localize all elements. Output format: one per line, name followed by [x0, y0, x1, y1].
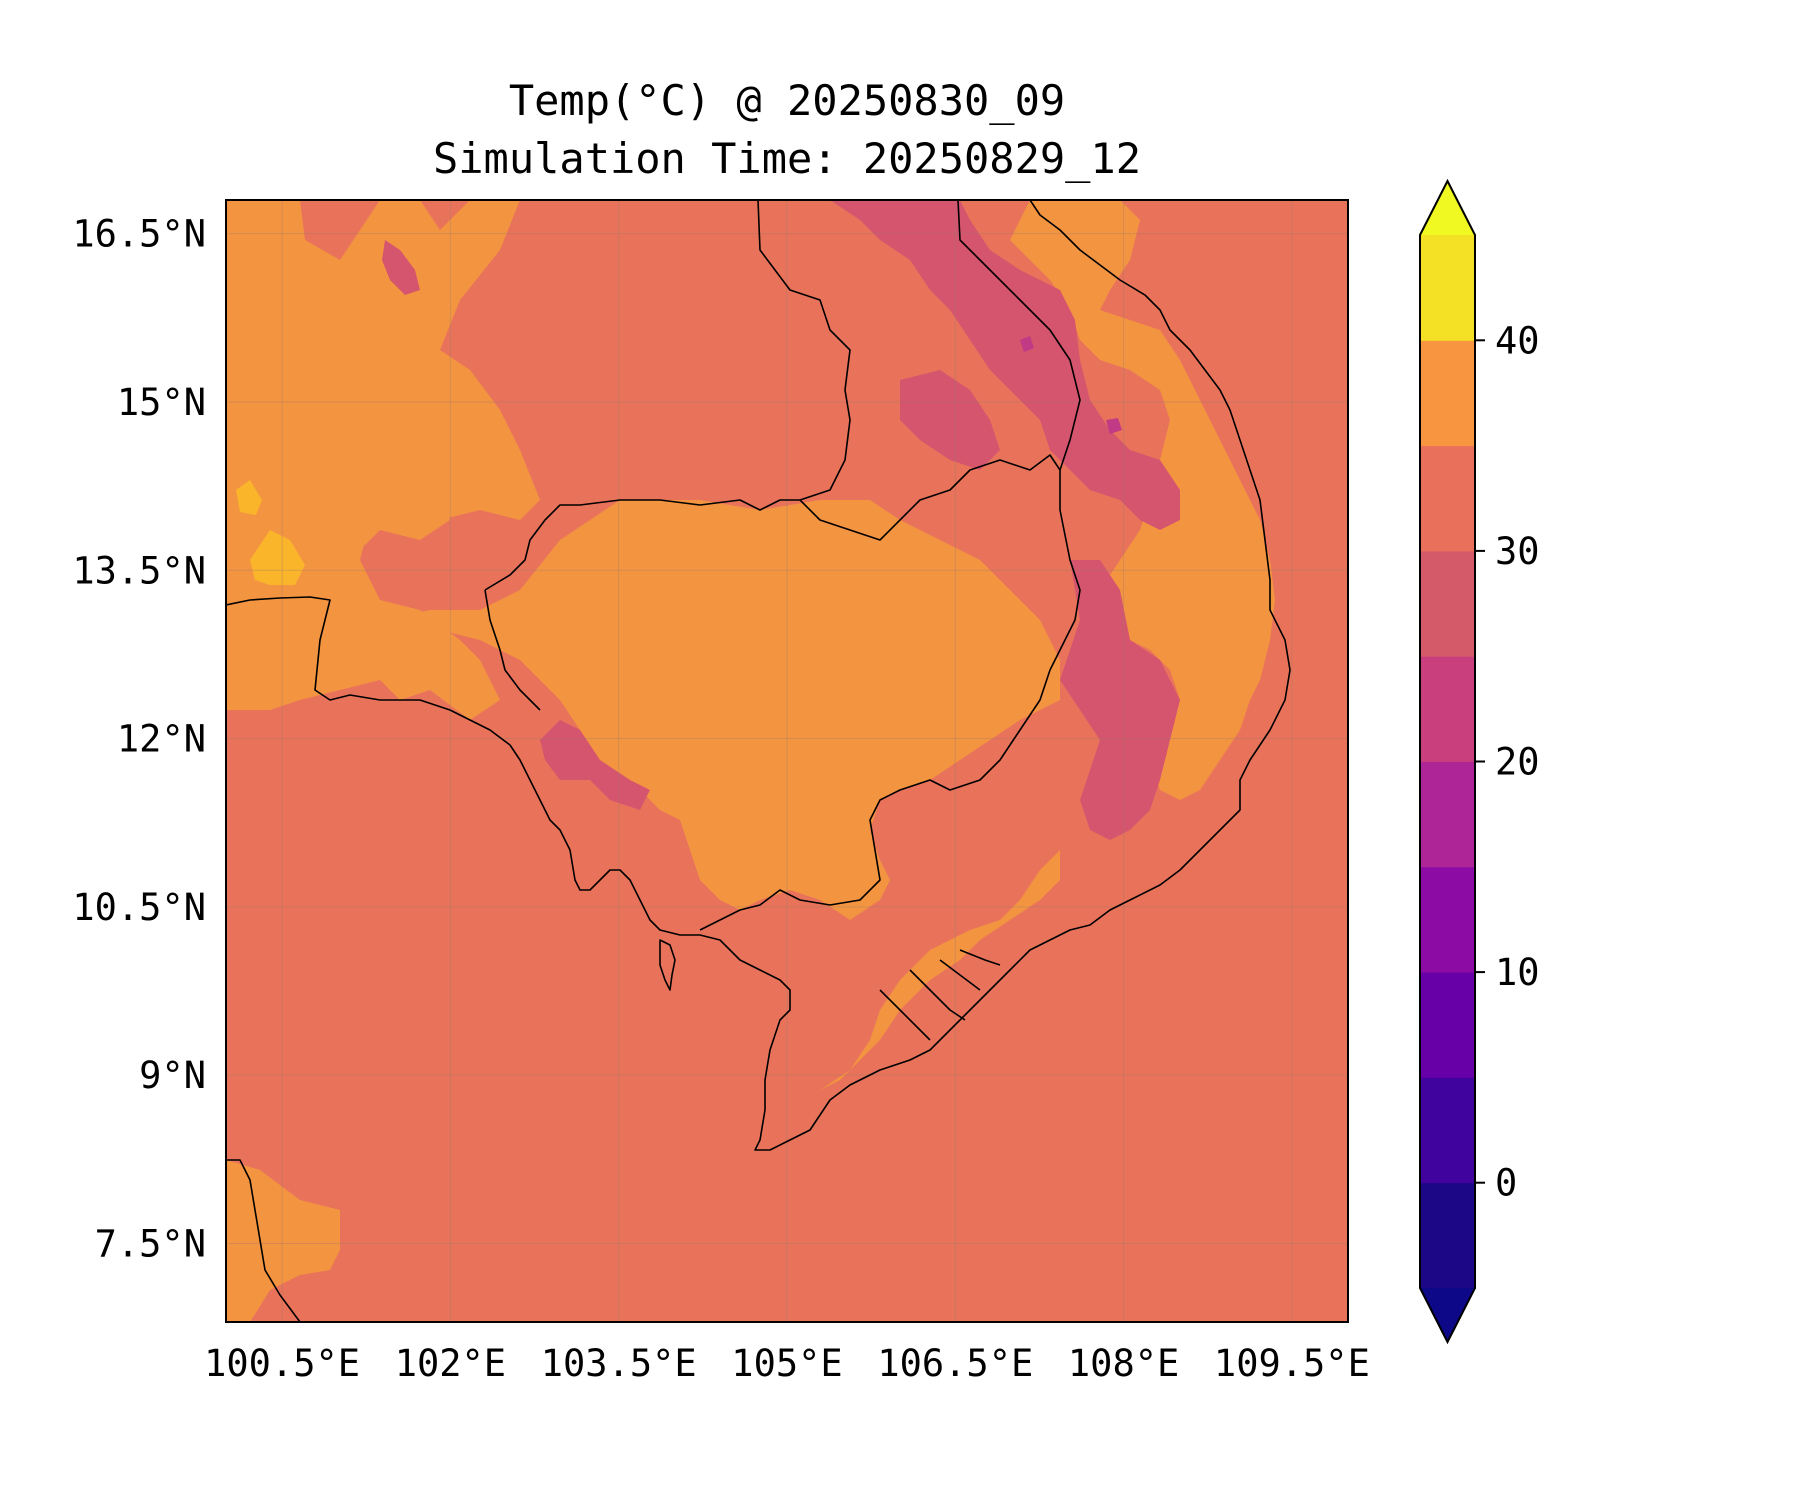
colorbar-band: [1420, 866, 1475, 973]
colorbar-extend-top: [1420, 181, 1475, 235]
cooler-spot-2: [1106, 418, 1122, 434]
warm-region-vietnam-coast: [1010, 200, 1275, 800]
thailand-myanmar-border: [226, 596, 381, 701]
y-tick-label: 10.5°N: [72, 886, 206, 929]
cambodia-laos-border: [799, 454, 1081, 671]
warm-region-cambodia: [226, 500, 1060, 920]
warm-region-mekong-delta: [820, 850, 1060, 1090]
y-tick-label: 9°N: [139, 1054, 206, 1097]
map-frame: [225, 199, 1349, 1323]
thailand-cambodia-border: [484, 589, 541, 711]
y-tick-label: 12°N: [117, 718, 206, 761]
colorbar-band: [1420, 656, 1475, 762]
x-tick-label: 100.5°E: [204, 1342, 360, 1385]
cool-region-central-highlands: [1060, 560, 1180, 840]
gulf-of-thailand-coast: [380, 200, 1291, 1151]
colorbar-band: [1420, 1077, 1475, 1184]
y-tick-label: 13.5°N: [72, 549, 206, 592]
colorbar-tick-label: 40: [1495, 319, 1540, 362]
colorbar-band: [1420, 235, 1475, 341]
colorbar-band: [1420, 550, 1475, 657]
colorbar-band: [1420, 972, 1475, 1078]
x-tick-label: 108°E: [1068, 1342, 1179, 1385]
colorbar-tick-label: 30: [1495, 530, 1540, 573]
laos-thailand-border: [484, 200, 851, 591]
colorbar-extend-bottom: [1420, 1288, 1475, 1342]
map-title-line2: Simulation Time: 20250829_12: [433, 134, 1141, 183]
hot-spot-west-2: [236, 480, 262, 515]
map-title-line1: Temp(°C) @ 20250830_09: [509, 76, 1065, 125]
colorbar-tick-label: 20: [1495, 741, 1540, 784]
y-tick-label: 15°N: [117, 381, 206, 424]
x-tick-label: 109.5°E: [1214, 1342, 1370, 1385]
colorbar: 40 30 20 10 0: [1419, 178, 1540, 1345]
colorbar-tick-label: 10: [1495, 951, 1540, 994]
delta-channels: [879, 949, 1001, 1041]
colorbar-band: [1420, 445, 1475, 552]
y-tick-label: 16.5°N: [72, 213, 206, 256]
y-tick-label: 7.5°N: [95, 1222, 206, 1265]
x-axis-ticks: 100.5°E 102°E 103.5°E 105°E 106.5°E 108°E 109.…: [204, 1342, 1370, 1385]
colorbar-outline: [1419, 178, 1476, 1345]
gridlines: [226, 200, 1348, 1322]
colorbar-tick-label: 0: [1495, 1162, 1517, 1205]
x-tick-label: 103.5°E: [541, 1342, 697, 1385]
laos-vietnam-border: [957, 200, 1081, 471]
hot-spot-west: [250, 530, 305, 585]
cool-region-north-patch: [382, 240, 420, 295]
cool-region-laos: [830, 200, 1180, 530]
island-phu-quoc: [659, 939, 676, 991]
y-axis-ticks: 16.5°N 15°N 13.5°N 12°N 10.5°N 9°N 7.5°N: [72, 213, 206, 1266]
cool-region-laos-east: [900, 370, 1000, 470]
x-tick-label: 105°E: [731, 1342, 842, 1385]
peninsula-coast: [226, 1159, 301, 1322]
cooler-spot: [1020, 336, 1034, 352]
colorbar-band: [1420, 340, 1475, 447]
colorbar-band: [1420, 1182, 1475, 1289]
warm-region-southwest: [226, 1160, 340, 1322]
map-panel: [226, 200, 1348, 1322]
cool-region-cardamom: [540, 720, 650, 810]
colorbar-band: [1420, 761, 1475, 868]
x-tick-label: 102°E: [395, 1342, 506, 1385]
x-tick-label: 106.5°E: [877, 1342, 1033, 1385]
cambodia-vietnam-border: [699, 669, 1051, 931]
